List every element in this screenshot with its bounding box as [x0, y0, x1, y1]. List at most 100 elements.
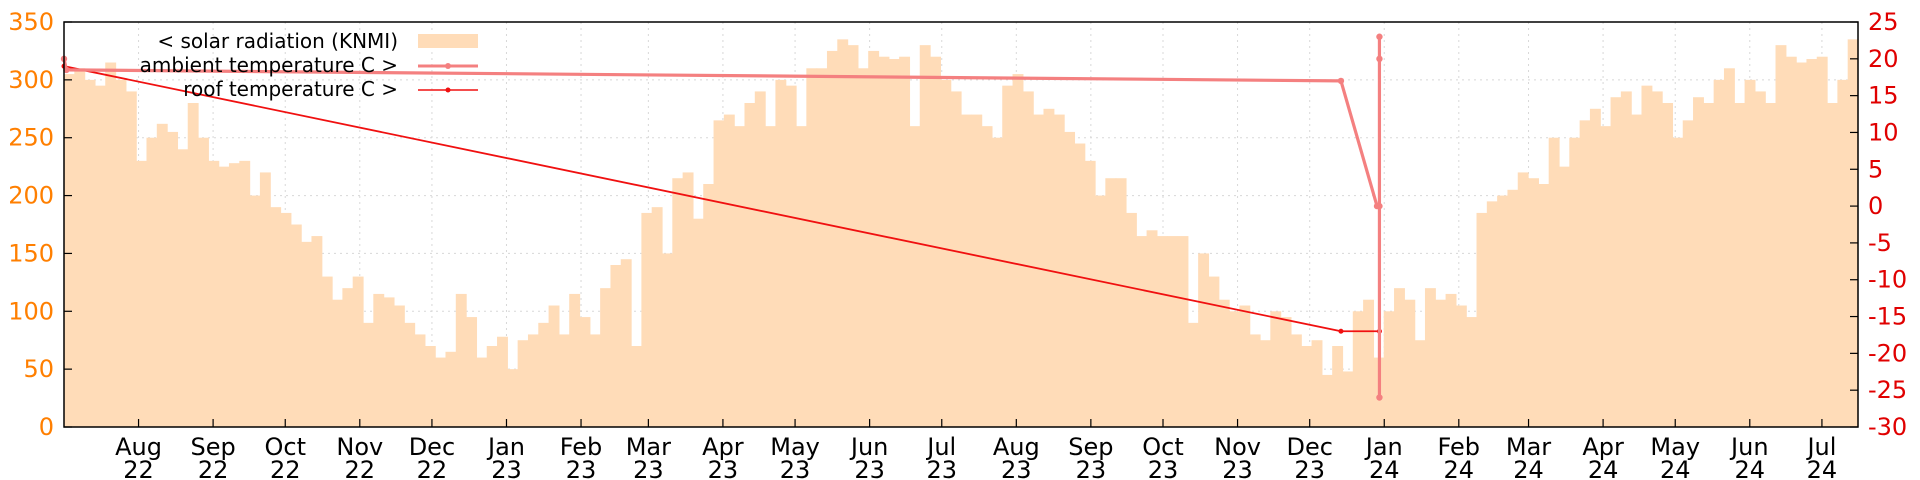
radiation-bar — [249, 195, 261, 427]
radiation-bar — [1301, 346, 1313, 427]
radiation-bar — [1394, 288, 1405, 427]
x-tick-label-year: 23 — [491, 456, 522, 480]
radiation-bar — [497, 336, 508, 427]
radiation-bar — [775, 79, 787, 427]
radiation-bar — [1424, 288, 1436, 427]
x-tick-label-year: 24 — [1369, 456, 1400, 480]
x-tick-label-month: Feb — [1438, 433, 1481, 461]
radiation-bar — [1084, 160, 1096, 427]
x-tick-label-year: 23 — [1076, 456, 1107, 480]
radiation-bar — [1321, 374, 1333, 427]
x-tick-label-month: Aug — [115, 433, 162, 461]
radiation-bar — [548, 305, 560, 427]
radiation-bar — [424, 346, 436, 427]
left-tick-label: 250 — [8, 124, 54, 152]
x-tick-label-year: 23 — [1001, 456, 1032, 480]
right-tick-label: 20 — [1868, 45, 1899, 73]
x-tick-label-month: Jul — [925, 433, 956, 461]
x-tick-label-year: 24 — [1807, 456, 1838, 480]
x-tick-label-month: Jul — [1805, 433, 1836, 461]
radiation-bar — [826, 50, 838, 428]
radiation-bar — [228, 163, 240, 427]
legend-swatch-radiation — [418, 34, 478, 48]
radiation-bar — [1414, 340, 1426, 427]
radiation-bar — [301, 241, 313, 427]
radiation-bar — [1847, 39, 1859, 427]
x-tick-label-year: 22 — [198, 456, 229, 480]
roof-temperature-point — [1338, 328, 1344, 334]
radiation-bar — [1589, 108, 1601, 428]
radiation-bar — [754, 91, 766, 427]
x-tick-label-month: Mar — [1506, 433, 1551, 461]
radiation-bar — [765, 126, 777, 428]
radiation-bar — [734, 126, 746, 428]
radiation-bar — [1651, 91, 1663, 427]
radiation-bar — [991, 137, 1003, 427]
radiation-bar — [527, 334, 539, 427]
right-tick-label: 15 — [1868, 82, 1899, 110]
radiation-bar — [950, 91, 962, 427]
right-tick-label: -5 — [1868, 229, 1892, 257]
radiation-bar — [84, 79, 96, 427]
radiation-bar — [1559, 166, 1570, 427]
x-tick-label-month: Dec — [1286, 433, 1332, 461]
legend: < solar radiation (KNMI) ambient tempera… — [140, 29, 478, 101]
radiation-bar — [1610, 97, 1622, 427]
radiation-bar — [1631, 114, 1643, 428]
x-tick-label-month: May — [770, 433, 820, 461]
radiation-bar — [847, 45, 859, 428]
radiation-bar — [1476, 212, 1488, 427]
radiation-bar — [672, 178, 684, 427]
left-tick-label: 350 — [8, 8, 54, 36]
radiation-bar — [1662, 103, 1674, 427]
radiation-bar — [837, 39, 849, 427]
radiation-bar — [259, 172, 271, 427]
radiation-bar — [1569, 137, 1581, 427]
radiation-bar — [1012, 74, 1024, 428]
left-tick-label: 200 — [8, 182, 54, 210]
radiation-bar — [1064, 131, 1076, 427]
radiation-bar — [620, 259, 632, 427]
x-tick-label-month: May — [1650, 433, 1700, 461]
radiation-bar — [332, 299, 343, 427]
radiation-bar — [1765, 103, 1777, 427]
radiation-bar — [703, 184, 715, 427]
x-axis-ticks: Aug22Sep22Oct22Nov22Dec22Jan23Feb23Mar23… — [115, 419, 1837, 480]
radiation-bar — [857, 68, 869, 428]
radiation-bar — [218, 166, 230, 427]
left-tick-label: 300 — [8, 66, 54, 94]
radiation-bar — [167, 131, 179, 427]
radiation-bar — [1167, 236, 1179, 427]
x-tick-label-month: Sep — [190, 433, 235, 461]
radiation-bar — [1033, 114, 1045, 428]
radiation-bar — [1280, 317, 1292, 427]
radiation-bar — [919, 45, 931, 428]
radiation-bar — [1311, 340, 1323, 427]
solar-radiation-bars — [64, 39, 1859, 428]
x-tick-label-year: 22 — [123, 456, 154, 480]
radiation-bar — [878, 56, 890, 427]
radiation-bar — [899, 56, 911, 427]
radiation-bar — [125, 91, 137, 427]
radiation-bar — [610, 265, 622, 427]
radiation-bar — [1270, 311, 1282, 427]
radiation-bar — [435, 357, 447, 427]
radiation-bar — [404, 322, 416, 427]
radiation-bar — [187, 103, 199, 427]
x-tick-label-month: Nov — [1214, 433, 1261, 461]
radiation-bar — [1363, 299, 1375, 427]
radiation-bar — [1229, 311, 1240, 427]
legend-label-radiation: < solar radiation (KNMI) — [157, 29, 398, 53]
radiation-bar — [1002, 85, 1014, 428]
x-tick-label-year: 23 — [1148, 456, 1179, 480]
radiation-bar — [1796, 62, 1808, 427]
right-tick-label: -10 — [1868, 266, 1907, 294]
radiation-bar — [393, 305, 405, 427]
radiation-bar — [1600, 126, 1612, 428]
x-tick-label-month: Feb — [560, 433, 603, 461]
x-tick-label-month: Sep — [1068, 433, 1113, 461]
radiation-bar — [868, 50, 880, 428]
right-tick-label: 0 — [1868, 192, 1883, 220]
radiation-bar — [713, 120, 725, 427]
